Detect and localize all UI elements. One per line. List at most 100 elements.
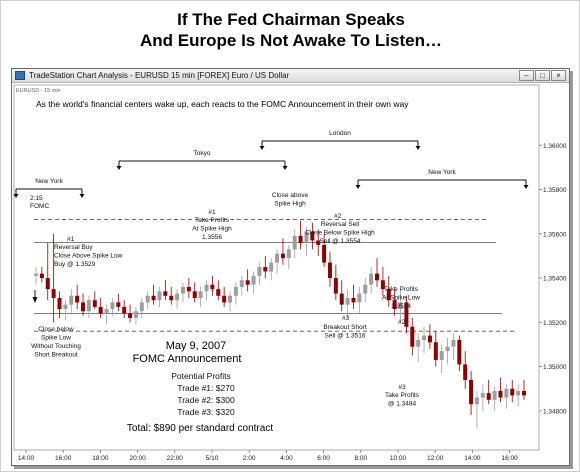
trade3-line: Breakout Short — [323, 324, 367, 331]
candle — [433, 342, 438, 360]
chart-title: As the world's financial centers wake up… — [36, 99, 409, 109]
close-above-line: Spike High — [274, 201, 306, 208]
maximize-button[interactable]: □ — [535, 70, 550, 81]
chart-window: TradeStation Chart Analysis - EURUSD 15 … — [11, 68, 570, 466]
candle — [316, 240, 321, 245]
x-tick-label: 4:00 — [280, 455, 293, 462]
candle — [180, 286, 185, 294]
close-below-line: Short Breakout — [34, 352, 78, 359]
headline: If The Fed Chairman Speaks And Europe Is… — [1, 9, 580, 51]
candle — [345, 297, 350, 305]
summary-date: May 9, 2007 — [166, 340, 227, 352]
candle — [275, 253, 280, 263]
candle — [469, 379, 474, 405]
symbol-tag: EURUSD - 15 min — [16, 88, 61, 94]
candle — [34, 273, 38, 276]
candle — [63, 304, 68, 310]
session-arrow-head — [79, 194, 85, 198]
candle — [280, 253, 285, 259]
close-button[interactable]: × — [551, 70, 566, 81]
x-tick-label: 8:00 — [354, 455, 367, 462]
summary-event: FOMC Announcement — [133, 353, 242, 365]
x-tick-label: 14:00 — [464, 455, 481, 462]
session-arrow-head — [13, 194, 19, 198]
candle — [369, 273, 374, 285]
candle — [75, 295, 80, 303]
trade3-id: #3 — [342, 315, 350, 322]
session-arrow-head — [355, 185, 361, 189]
candle — [304, 231, 309, 243]
candle — [439, 351, 444, 360]
summary-trade: Trade #3: $320 — [177, 407, 235, 417]
candle — [510, 388, 515, 396]
candle — [269, 262, 274, 272]
candle — [163, 291, 168, 296]
candle — [392, 300, 397, 310]
candle — [386, 289, 391, 301]
tp1-line: 1.3556 — [202, 234, 222, 241]
candle — [298, 236, 303, 243]
candle — [133, 311, 138, 318]
y-tick-label: 1.35200 — [543, 320, 567, 327]
candle — [139, 302, 144, 312]
close-below-line: Close below — [38, 326, 74, 333]
candle — [498, 390, 503, 398]
candle — [410, 326, 415, 347]
minimize-button[interactable]: – — [519, 70, 534, 81]
trade1-line: Reversal Buy — [54, 244, 93, 251]
candle — [292, 236, 297, 250]
candle — [504, 388, 509, 398]
candle — [263, 267, 268, 272]
candle — [522, 390, 526, 396]
price-chart[interactable]: EURUSD - 15 min 1.36000 1.35800 1.35600 1.3… — [12, 83, 569, 465]
candle — [251, 275, 256, 285]
summary-potential: Potential Profits — [171, 371, 231, 381]
x-tick-label: 6:00 — [317, 455, 330, 462]
candle — [404, 302, 409, 327]
candle — [157, 291, 162, 301]
candle — [375, 273, 380, 281]
plot-area — [13, 84, 540, 451]
candle — [333, 278, 338, 294]
tp3-id: #3 — [398, 384, 406, 391]
x-tick-label: 14:00 — [18, 455, 35, 462]
candle — [422, 335, 427, 341]
app-icon — [15, 71, 25, 80]
tp2-line: At Spike Low — [382, 295, 420, 302]
candle — [427, 335, 432, 343]
candle — [45, 278, 50, 290]
candle — [463, 364, 468, 380]
session-arrow-head — [523, 185, 529, 189]
x-tick-label: 5/10 — [206, 455, 219, 462]
y-tick-label: 1.35400 — [543, 276, 567, 283]
x-tick-label: 10:00 — [390, 455, 407, 462]
candle — [322, 244, 327, 263]
candle — [128, 313, 133, 318]
tp3-line: @ 1.3484 — [388, 401, 417, 408]
tp1-id: #1 — [208, 209, 216, 216]
x-tick-label: 16:00 — [501, 455, 518, 462]
session-label: New York — [428, 169, 456, 176]
fomc-label: FOMC — [30, 203, 49, 210]
candle — [363, 284, 368, 294]
x-tick-label: 18:00 — [92, 455, 109, 462]
close-below-line: Without Touching — [31, 343, 81, 350]
candle — [51, 289, 56, 298]
candle — [380, 280, 385, 290]
candle — [98, 306, 103, 314]
candle — [233, 286, 238, 296]
y-tick-label: 1.34800 — [543, 408, 567, 415]
arrow-head — [32, 297, 38, 303]
window-titlebar[interactable]: TradeStation Chart Analysis - EURUSD 15 … — [12, 69, 569, 83]
summary-trade: Trade #2: $300 — [177, 395, 235, 405]
y-tick-label: 1.35000 — [543, 364, 567, 371]
trade1-line: Close Above Spike Low — [54, 253, 123, 260]
close-above-line: Close above — [272, 192, 309, 199]
candle — [216, 289, 221, 296]
x-tick-label: 20:00 — [129, 455, 146, 462]
trade3-line: Sell @ 1.3516 — [325, 333, 366, 340]
candle — [474, 397, 479, 405]
candle — [457, 340, 462, 365]
session-label: Tokyo — [194, 150, 211, 157]
